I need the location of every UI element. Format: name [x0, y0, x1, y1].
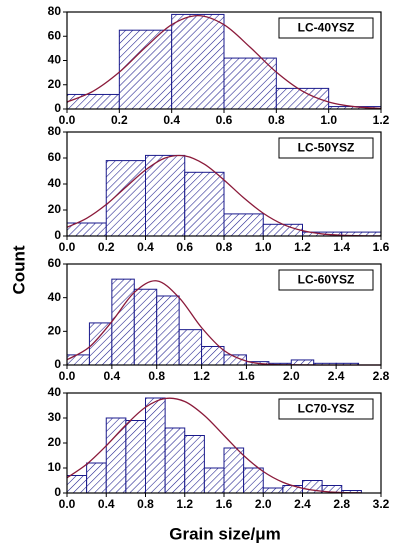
x-tick-label: 0.8	[148, 369, 165, 383]
bar	[145, 397, 166, 494]
x-tick-label: 0.6	[176, 240, 193, 254]
bar	[201, 345, 225, 366]
fit-curve	[66, 397, 362, 494]
bar	[105, 160, 146, 237]
x-tick-label: 1.2	[373, 113, 390, 127]
x-tick-label: 0.0	[59, 369, 76, 383]
label-box	[278, 137, 374, 159]
bar	[282, 485, 303, 494]
bar	[243, 467, 264, 494]
y-tick-label: 60	[48, 28, 62, 42]
y-tick-label: 0	[54, 485, 61, 499]
fit-curve	[66, 14, 382, 110]
bar	[66, 93, 120, 110]
x-tick-label: 1.2	[294, 240, 311, 254]
x-tick-label: 1.2	[176, 497, 193, 511]
bar	[262, 487, 284, 494]
x-tick-label: 1.0	[255, 240, 272, 254]
x-tick-label: 0.8	[268, 113, 285, 127]
x-tick-label: 0.8	[137, 497, 154, 511]
x-tick-label: 2.0	[255, 497, 272, 511]
x-tick-label: 0.4	[98, 497, 115, 511]
x-axis-label: Grain size/μm	[169, 524, 281, 543]
panel-label: LC-50YSZ	[298, 141, 355, 155]
y-tick-label: 40	[48, 176, 62, 190]
x-tick-label: 0.2	[98, 240, 115, 254]
y-tick-label: 60	[48, 256, 62, 270]
x-tick-label: 0.0	[59, 113, 76, 127]
y-tick-label: 20	[48, 77, 62, 91]
x-tick-label: 0.0	[59, 240, 76, 254]
bar	[178, 329, 203, 366]
y-tick-label: 60	[48, 150, 62, 164]
y-tick-label: 40	[48, 53, 62, 67]
y-tick-label: 20	[48, 324, 62, 338]
bar	[86, 462, 107, 494]
panel-label: LC70-YSZ	[298, 402, 355, 416]
x-tick-label: 2.4	[328, 369, 345, 383]
x-tick-label: 2.8	[333, 497, 350, 511]
x-tick-label: 0.4	[104, 369, 121, 383]
bar	[111, 278, 135, 366]
y-tick-label: 80	[48, 124, 62, 138]
bar	[145, 154, 186, 237]
x-tick-label: 3.2	[373, 497, 390, 511]
y-tick-label: 40	[48, 290, 62, 304]
bar	[184, 435, 205, 494]
bar	[133, 288, 158, 366]
bar	[184, 171, 225, 237]
y-tick-label: 0	[54, 101, 61, 115]
x-tick-label: 0.8	[216, 240, 233, 254]
bar	[223, 213, 264, 237]
y-axis-label: Count	[9, 245, 28, 294]
y-tick-label: 20	[48, 202, 62, 216]
y-tick-label: 0	[54, 228, 61, 242]
y-tick-label: 20	[48, 435, 62, 449]
label-box	[278, 269, 374, 291]
fit-curve	[66, 154, 382, 237]
y-tick-label: 80	[48, 4, 62, 18]
x-tick-label: 2.4	[294, 497, 311, 511]
bar	[171, 13, 225, 110]
plot-frame	[66, 263, 382, 366]
x-tick-label: 1.6	[238, 369, 255, 383]
panel-label: LC-40YSZ	[298, 21, 355, 35]
x-tick-label: 0.2	[111, 113, 128, 127]
x-tick-label: 1.6	[373, 240, 390, 254]
bar	[125, 420, 146, 494]
x-tick-label: 1.0	[320, 113, 337, 127]
x-tick-label: 2.0	[283, 369, 300, 383]
bar	[223, 57, 277, 110]
bar	[66, 475, 88, 494]
y-tick-label: 0	[54, 357, 61, 371]
bar	[223, 447, 245, 494]
label-box	[278, 398, 374, 420]
bar	[156, 295, 180, 366]
x-tick-label: 0.0	[59, 497, 76, 511]
bar	[262, 223, 303, 237]
x-tick-label: 0.4	[163, 113, 180, 127]
bar	[105, 417, 127, 494]
label-box	[278, 17, 374, 39]
x-tick-label: 0.4	[137, 240, 154, 254]
y-tick-label: 10	[48, 460, 62, 474]
bar	[164, 427, 186, 494]
x-tick-label: 1.4	[333, 240, 350, 254]
x-tick-label: 1.6	[216, 497, 233, 511]
bar	[118, 29, 173, 110]
y-tick-label: 30	[48, 410, 62, 424]
bar	[203, 467, 225, 494]
x-tick-label: 1.2	[193, 369, 210, 383]
x-tick-label: 0.6	[216, 113, 233, 127]
y-tick-label: 40	[48, 385, 62, 399]
bar	[66, 354, 90, 366]
panel-label: LC-60YSZ	[298, 273, 355, 287]
x-tick-label: 2.8	[373, 369, 390, 383]
